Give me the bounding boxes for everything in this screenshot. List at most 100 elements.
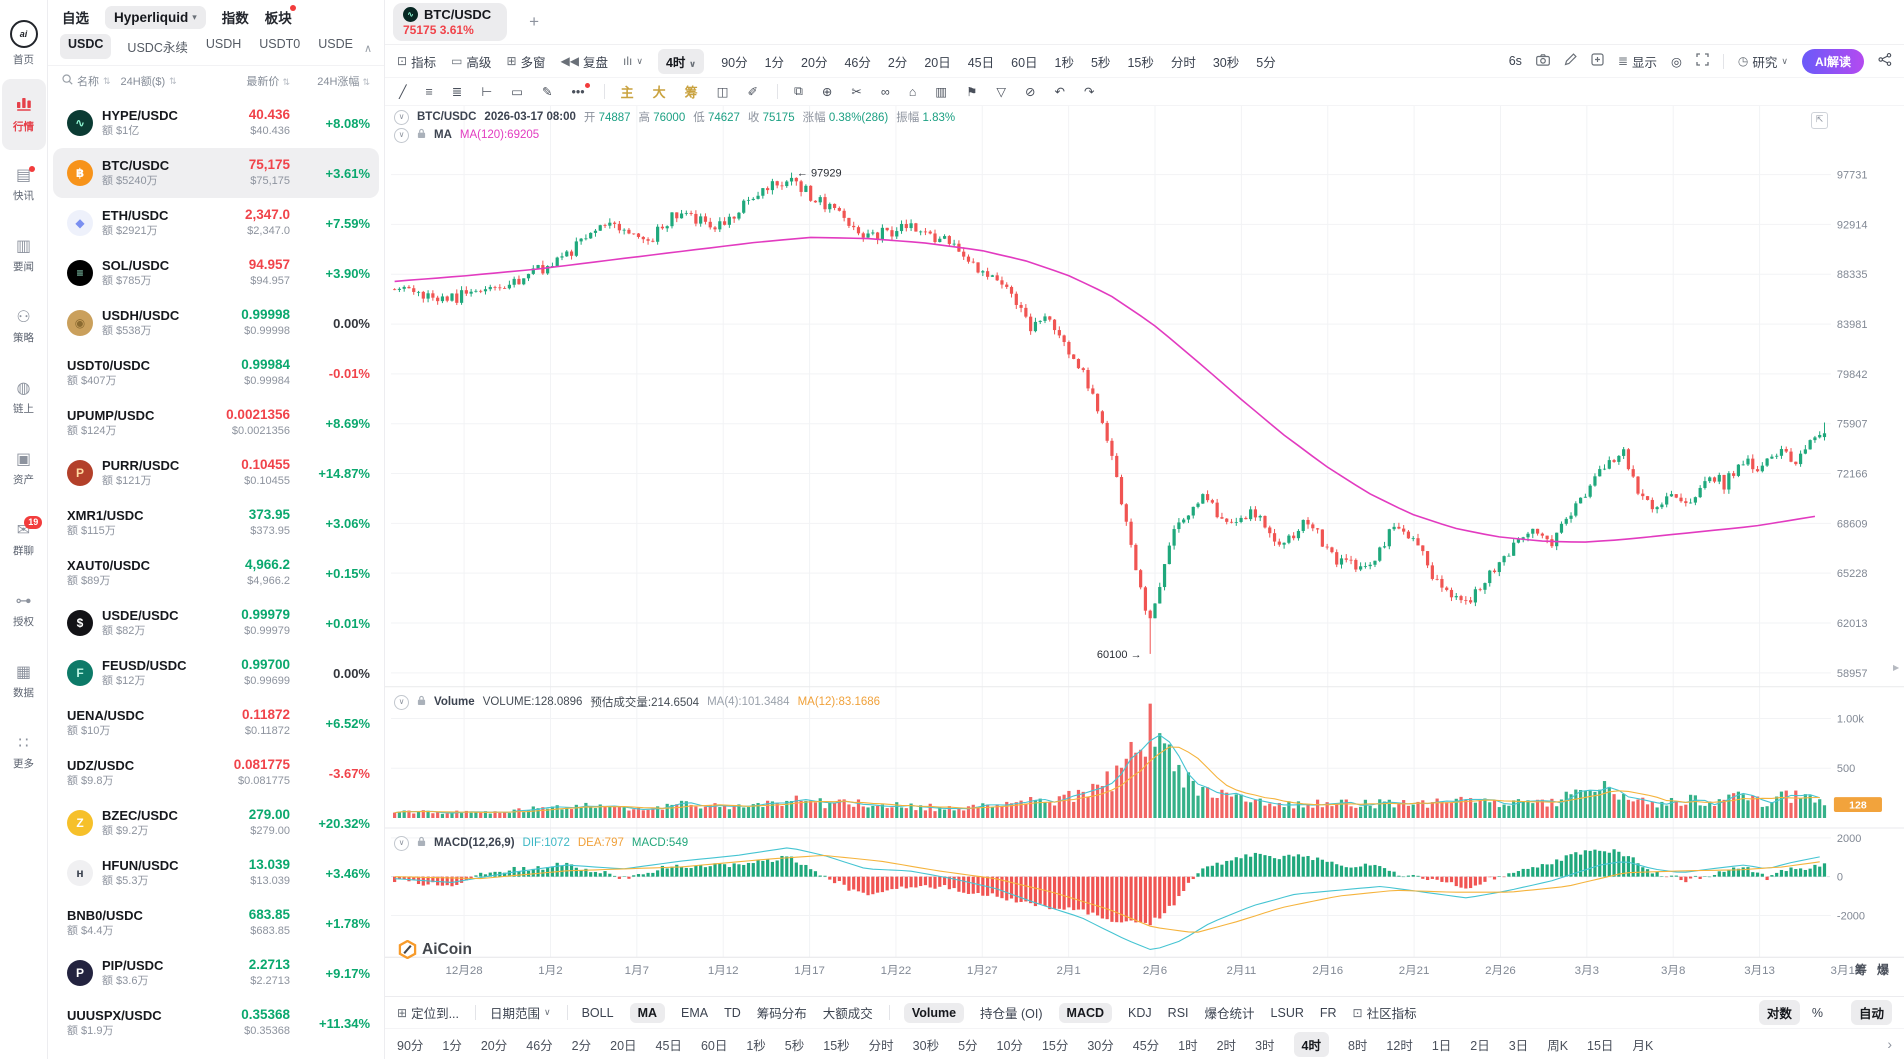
indicator-Volume[interactable]: Volume: [903, 1002, 965, 1023]
sidebar-item-策略[interactable]: ⚇ 策略: [2, 292, 46, 363]
zoom-in-icon[interactable]: ⊕: [821, 85, 833, 99]
indicator-KDJ[interactable]: KDJ: [1128, 1005, 1152, 1020]
interval-8时[interactable]: 8时: [1347, 1038, 1368, 1053]
fullscreen-icon[interactable]: [1696, 53, 1709, 69]
add-tab-button[interactable]: +: [529, 12, 540, 31]
parallel-lines-icon[interactable]: ≣: [451, 85, 463, 99]
sidebar-item-链上[interactable]: ◍ 链上: [2, 363, 46, 434]
interval-15分[interactable]: 15分: [1041, 1038, 1069, 1053]
candlestick-series[interactable]: [393, 172, 1827, 654]
indicator-FR[interactable]: FR: [1319, 1005, 1337, 1020]
sidebar-item-行情[interactable]: 行情: [1, 79, 46, 150]
interval-45日[interactable]: 45日: [967, 55, 995, 70]
annotate-icon[interactable]: ✎: [542, 85, 553, 99]
indicator-LSUR[interactable]: LSUR: [1270, 1005, 1304, 1020]
interval-20日[interactable]: 20日: [924, 55, 951, 70]
sidebar-item-要闻[interactable]: ▥ 要闻: [2, 221, 46, 292]
watchlist-row[interactable]: P PIP/USDC 额 $3.6万 2.2713 $2.2713 +9.17%: [53, 948, 379, 998]
interval-5分[interactable]: 5分: [958, 1038, 978, 1053]
interval-20分[interactable]: 20分: [801, 55, 828, 70]
watchlist-subtab-USDE[interactable]: USDE: [318, 37, 353, 51]
interval-1分[interactable]: 1分: [764, 55, 785, 70]
interval-2时[interactable]: 2时: [1216, 1038, 1237, 1053]
tool-复盘[interactable]: ◀◀ 复盘: [561, 52, 608, 71]
template-icon[interactable]: ◫: [716, 85, 729, 99]
watchlist-subtab-USDC永续[interactable]: USDC永续: [127, 41, 188, 55]
chart-mode-筹[interactable]: 筹: [684, 85, 698, 100]
sidebar-item-数据[interactable]: ▦ 数据: [2, 647, 46, 718]
interval-分时[interactable]: 分时: [1170, 55, 1196, 70]
candlestick-chart[interactable]: ← 97929 60100 → 97731 92914 88335 83981 79842 7…: [385, 106, 1904, 996]
panel-chart-icon[interactable]: ▥: [935, 85, 948, 99]
watchlist-row[interactable]: ◆ ETH/USDC 额 $2921万 2,347.0 $2,347.0 +7.59%: [53, 198, 379, 248]
sidebar-item-群聊[interactable]: ✉ 19 群聊: [2, 505, 46, 576]
undo-icon[interactable]: ↶: [1054, 85, 1065, 99]
indicator-TD[interactable]: TD: [724, 1005, 741, 1020]
interval-15日[interactable]: 15日: [1587, 1038, 1614, 1053]
collapse-subtabs-icon[interactable]: ∧: [363, 43, 372, 55]
watchlist-tab-板块[interactable]: 板块: [265, 5, 296, 27]
locate-button[interactable]: ⊞ 定位到...: [397, 1003, 459, 1022]
watchlist-subtab-USDC[interactable]: USDC: [60, 34, 112, 59]
axis-extra-buttons[interactable]: 筹爆: [1855, 962, 1890, 977]
interval-30秒[interactable]: 30秒: [1212, 55, 1240, 70]
indicator-MA[interactable]: MA: [629, 1002, 666, 1023]
interval-2分[interactable]: 2分: [571, 1038, 592, 1053]
collapse-pane-icon[interactable]: ∨: [394, 694, 409, 710]
overlay-icon[interactable]: ⧉: [793, 84, 803, 98]
column-price[interactable]: 最新价 ⇅: [246, 76, 290, 88]
interval-46分[interactable]: 46分: [844, 55, 871, 70]
sidebar-item-首页[interactable]: ai 首页: [2, 8, 46, 79]
interval-90分[interactable]: 90分: [397, 1038, 424, 1053]
sidebar-item-更多[interactable]: ∷ 更多: [2, 718, 46, 789]
watchlist-row[interactable]: UPUMP/USDC 额 $124万 0.0021356 $0.0021356 +8.6…: [53, 398, 379, 448]
watchlist-subtab-USDT0[interactable]: USDT0: [259, 37, 301, 51]
interval-1秒[interactable]: 1秒: [1054, 55, 1074, 70]
column-name[interactable]: 名称 ⇅ 24H额($) ⇅: [62, 73, 194, 89]
interval-90分[interactable]: 90分: [721, 55, 748, 70]
chart-style-selector[interactable]: ılı ∨: [623, 54, 643, 68]
scale-自动[interactable]: 自动: [1850, 1000, 1892, 1025]
interval-30分[interactable]: 30分: [1087, 1038, 1114, 1053]
popout-pane-icon[interactable]: ⇱: [1811, 112, 1828, 129]
watchlist-tab-指数[interactable]: 指数: [221, 11, 249, 26]
watchlist-row[interactable]: F FEUSD/USDC 额 $12万 0.99700 $0.99699 0.00%: [53, 648, 379, 698]
interval-周K[interactable]: 周K: [1547, 1038, 1569, 1053]
interval-45日[interactable]: 45日: [655, 1038, 682, 1053]
interval-15秒[interactable]: 15秒: [1127, 55, 1154, 70]
indicator-MACD[interactable]: MACD: [1058, 1002, 1113, 1023]
indicator-EMA[interactable]: EMA: [681, 1005, 709, 1020]
tool-指标[interactable]: ⊡ 指标: [397, 52, 436, 71]
interval-30秒[interactable]: 30秒: [912, 1038, 940, 1053]
interval-1分[interactable]: 1分: [442, 1038, 462, 1053]
interval-10分[interactable]: 10分: [996, 1038, 1023, 1053]
interval-3日[interactable]: 3日: [1508, 1038, 1529, 1053]
ai-analysis-button[interactable]: AI解读: [1801, 48, 1864, 74]
chart-mode-大[interactable]: 大: [652, 85, 666, 100]
trendline-icon[interactable]: ╱: [399, 85, 407, 99]
eraser-icon[interactable]: ✂: [851, 85, 862, 99]
chart-mode-主[interactable]: 主: [620, 85, 634, 100]
interval-45分[interactable]: 45分: [1132, 1038, 1160, 1053]
interval-1时[interactable]: 1时: [1178, 1038, 1198, 1053]
interval-selected[interactable]: 4时 ∨: [657, 48, 705, 74]
watchlist-row[interactable]: ʜ HFUN/USDC 额 $5.3万 13.039 $13.039 +3.46%: [53, 848, 379, 898]
more-tools-icon[interactable]: •••: [572, 82, 590, 99]
interval-60日[interactable]: 60日: [1011, 55, 1038, 70]
clear-icon[interactable]: ⊘: [1025, 85, 1036, 99]
interval-20分[interactable]: 20分: [480, 1038, 508, 1053]
search-icon[interactable]: [62, 74, 73, 88]
interval-1秒[interactable]: 1秒: [746, 1038, 766, 1053]
watchlist-row[interactable]: XMR1/USDC 额 $115万 373.95 $373.95 +3.06%: [53, 498, 379, 548]
collapse-pane-icon[interactable]: ∨: [394, 835, 409, 851]
interval-4时[interactable]: 4时: [1293, 1031, 1329, 1057]
indicator-爆仓统计[interactable]: 爆仓统计: [1204, 1007, 1255, 1021]
watchlist-row[interactable]: Z BZEC/USDC 额 $9.2万 279.00 $279.00 +20.32%: [53, 798, 379, 848]
interval-2日[interactable]: 2日: [1470, 1038, 1490, 1053]
watchlist-row[interactable]: ∿ HYPE/USDC 额 $1亿 40.436 $40.436 +8.08%: [53, 98, 379, 148]
tool-高级[interactable]: ▭ 高级: [451, 52, 491, 71]
watchlist-row[interactable]: $ USDE/USDC 额 $82万 0.99979 $0.99979 +0.01%: [53, 598, 379, 648]
sidebar-item-快讯[interactable]: ▤ 快讯: [2, 150, 46, 221]
indicator-持仓量 (OI)[interactable]: 持仓量 (OI): [980, 1007, 1043, 1021]
sidebar-item-授权[interactable]: ⊶ 授权: [2, 576, 46, 647]
